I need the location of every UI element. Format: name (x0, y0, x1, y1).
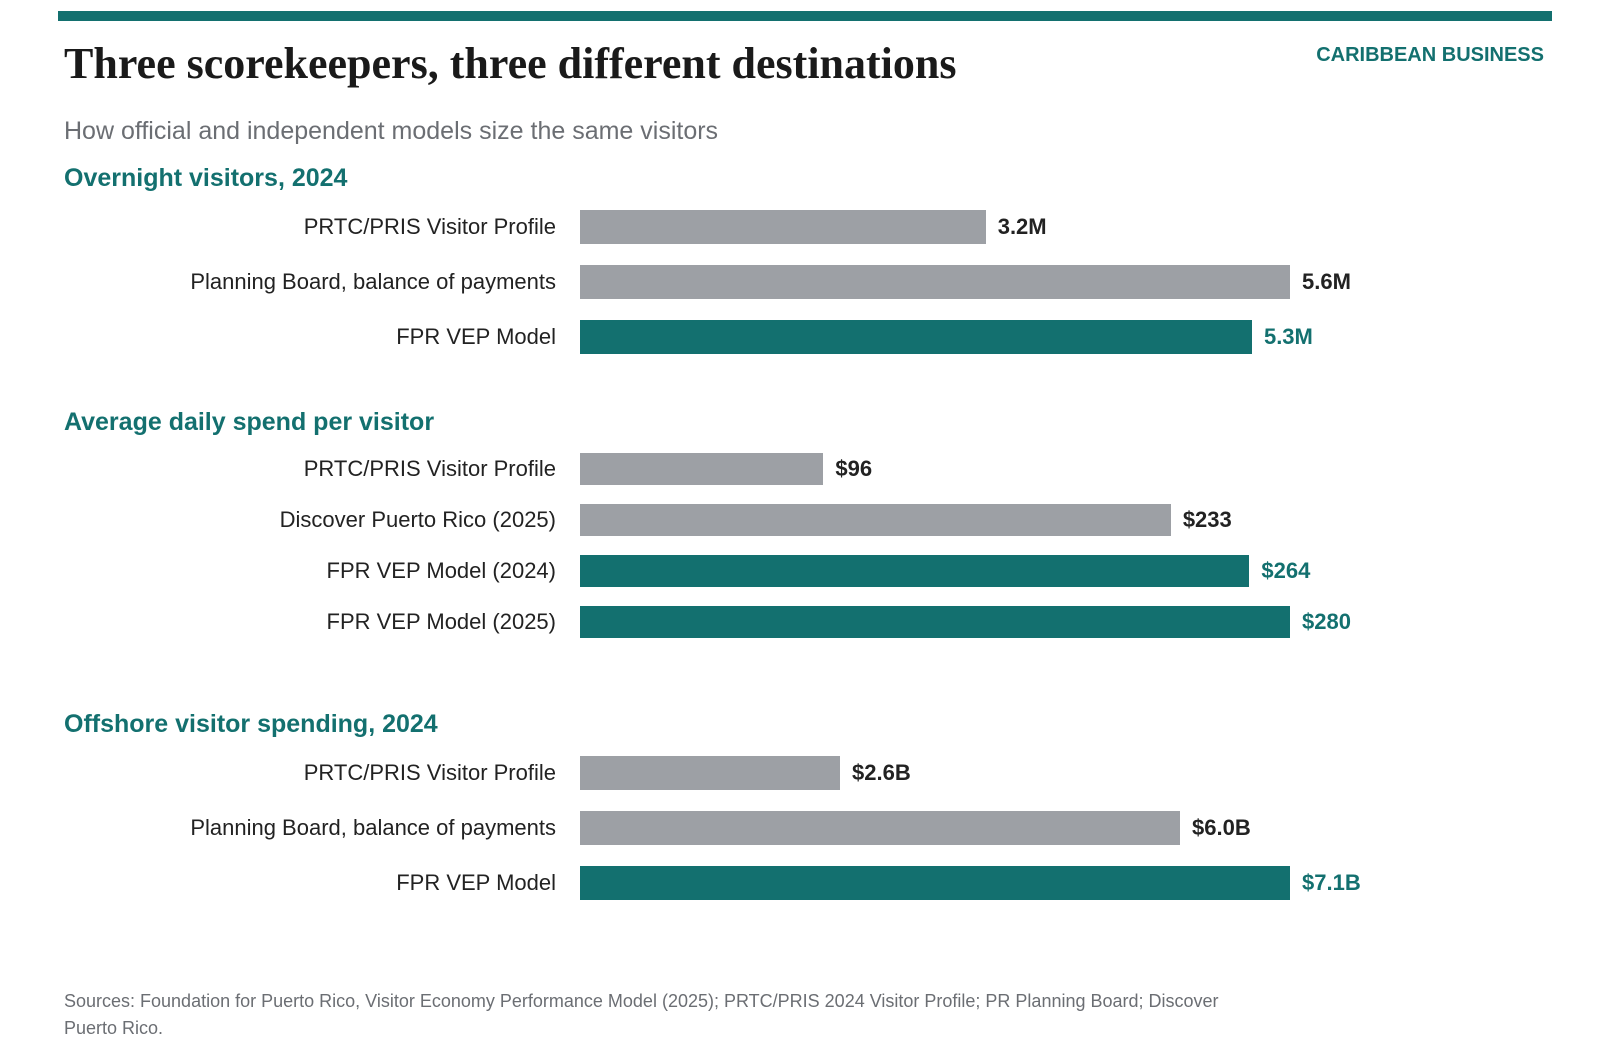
category-label: FPR VEP Model (396, 870, 556, 895)
category-label: PRTC/PRIS Visitor Profile (303, 456, 556, 481)
data-label: $233 (1182, 507, 1232, 532)
top-accent-bar (58, 11, 1552, 21)
section-title: Offshore visitor spending, 2024 (64, 710, 438, 738)
chart-title: Three scorekeepers, three different dest… (64, 39, 957, 88)
bar (580, 210, 986, 244)
category-label: PRTC/PRIS Visitor Profile (303, 214, 556, 239)
category-label: FPR VEP Model (2024) (326, 558, 556, 583)
category-label: Planning Board, balance of payments (190, 269, 556, 294)
highlight-bar (580, 555, 1250, 587)
category-label: FPR VEP Model (2025) (326, 609, 556, 634)
data-label: 5.3M (1263, 324, 1313, 349)
bar (580, 756, 840, 790)
section-title: Average daily spend per visitor (64, 408, 435, 436)
category-label: PRTC/PRIS Visitor Profile (303, 760, 556, 785)
data-label: $280 (1302, 609, 1351, 634)
data-label: $2.6B (852, 760, 911, 785)
sources-note: Sources: Foundation for Puerto Rico, Vis… (64, 991, 1219, 1038)
bar (580, 811, 1180, 845)
section-title: Overnight visitors, 2024 (64, 164, 348, 192)
data-label: $6.0B (1192, 815, 1251, 840)
data-label: 3.2M (997, 214, 1047, 239)
publisher-brand: CARIBBEAN BUSINESS (1316, 44, 1544, 66)
category-label: FPR VEP Model (396, 324, 556, 349)
highlight-bar (580, 866, 1290, 900)
data-label: $96 (835, 456, 873, 481)
data-label: $7.1B (1302, 870, 1361, 895)
highlight-bar (580, 320, 1252, 354)
category-label: Discover Puerto Rico (2025) (279, 507, 556, 532)
chart-subtitle: How official and independent models size… (64, 117, 719, 145)
highlight-bar (580, 606, 1290, 638)
bar (580, 265, 1290, 299)
category-label: Planning Board, balance of payments (190, 815, 556, 840)
bar (580, 453, 824, 485)
data-label: 5.6M (1302, 269, 1351, 294)
bar (580, 504, 1171, 536)
data-label: $264 (1261, 558, 1311, 583)
